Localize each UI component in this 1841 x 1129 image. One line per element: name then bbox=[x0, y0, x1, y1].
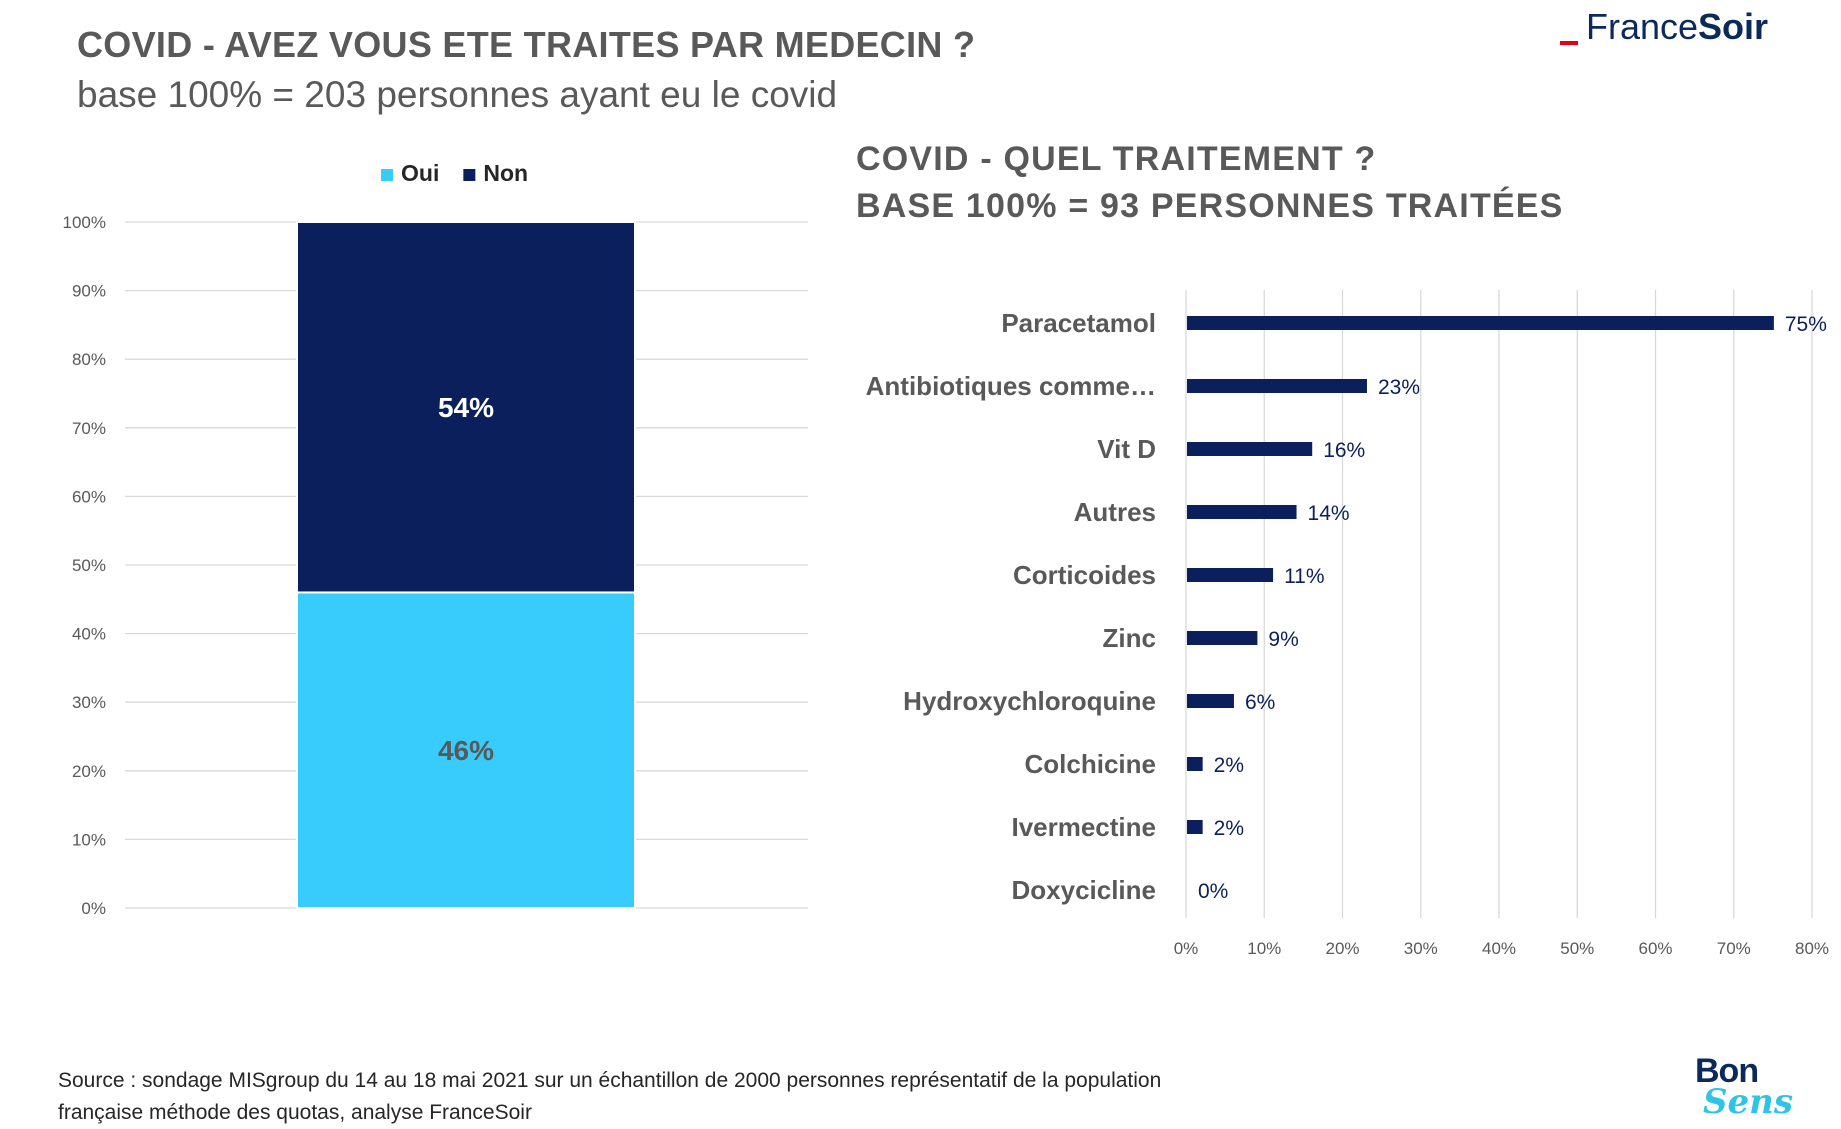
bonsens-sens-text: Sens bbox=[1703, 1082, 1794, 1122]
bar bbox=[1187, 379, 1367, 393]
x-tick-label: 0% bbox=[1174, 939, 1199, 958]
bar-value-label: 16% bbox=[1323, 439, 1365, 462]
legend-label: Non bbox=[483, 160, 528, 186]
y-tick-label: 100% bbox=[63, 213, 106, 232]
x-tick-label: 80% bbox=[1795, 939, 1829, 958]
bar bbox=[1187, 568, 1274, 582]
source-note: Source : sondage MISgroup du 14 au 18 ma… bbox=[58, 1065, 1458, 1129]
bar-segment-oui bbox=[296, 591, 636, 909]
y-tick-label: 60% bbox=[72, 487, 106, 506]
bar-value-label: 11% bbox=[1284, 565, 1324, 588]
bar-value-label: 2% bbox=[1214, 754, 1244, 777]
page-subtitle: base 100% = 203 personnes ayant eu le co… bbox=[77, 74, 838, 115]
y-tick-label: 80% bbox=[72, 350, 106, 369]
francesoir-logo: FranceSoir bbox=[1560, 6, 1768, 48]
treatment-chart-title: COVID - QUEL TRAITEMENT ? bbox=[856, 140, 1377, 178]
bar-value-label: 75% bbox=[1785, 313, 1827, 336]
y-tick-label: 20% bbox=[72, 762, 106, 781]
bar-data-label: 46% bbox=[438, 735, 494, 766]
category-label: Hydroxychloroquine bbox=[903, 686, 1156, 716]
treatment-chart-subtitle: BASE 100% = 93 PERSONNES TRAITÉES bbox=[856, 187, 1564, 225]
x-tick-label: 50% bbox=[1560, 939, 1594, 958]
bar-segment-non bbox=[296, 221, 636, 594]
x-tick-label: 40% bbox=[1482, 939, 1516, 958]
legend-swatch-non bbox=[463, 169, 476, 181]
treatment-chart: 0% 10% 20% 30% 40% 50% 60% 70% 80% Paracetamol 75%… bbox=[866, 290, 1829, 958]
y-tick-label: 70% bbox=[72, 419, 106, 438]
category-label: Antibiotiques comme… bbox=[866, 371, 1156, 401]
logo-soir-text: Soir bbox=[1698, 6, 1769, 47]
bar-data-label: 54% bbox=[438, 392, 494, 423]
y-tick-label: 90% bbox=[72, 282, 106, 301]
y-tick-label: 0% bbox=[81, 899, 106, 918]
y-tick-label: 50% bbox=[72, 556, 106, 575]
y-tick-label: 30% bbox=[72, 693, 106, 712]
bar bbox=[1187, 820, 1203, 834]
category-label: Paracetamol bbox=[1001, 308, 1156, 338]
category-label: Doxycicline bbox=[1011, 875, 1156, 905]
bar bbox=[1187, 757, 1203, 771]
category-label: Vit D bbox=[1097, 434, 1156, 464]
category-label: Corticoides bbox=[1013, 560, 1156, 590]
bar bbox=[1187, 316, 1774, 330]
bar-value-label: 9% bbox=[1268, 628, 1298, 651]
y-tick-label: 40% bbox=[72, 625, 106, 644]
legend-swatch-oui bbox=[381, 169, 393, 181]
category-label: Zinc bbox=[1103, 623, 1156, 653]
bar-value-label: 2% bbox=[1214, 817, 1244, 840]
bar-value-label: 6% bbox=[1245, 691, 1275, 714]
legend-label: Oui bbox=[401, 160, 439, 186]
page-title: COVID - AVEZ VOUS ETE TRAITES PAR MEDECI… bbox=[77, 24, 976, 65]
x-tick-label: 20% bbox=[1325, 939, 1359, 958]
bonsens-logo: Bon Sens bbox=[1695, 1052, 1795, 1122]
x-tick-label: 60% bbox=[1638, 939, 1672, 958]
x-tick-label: 10% bbox=[1247, 939, 1281, 958]
x-tick-label: 30% bbox=[1404, 939, 1438, 958]
bar-value-label: 0% bbox=[1198, 880, 1228, 903]
category-label: Colchicine bbox=[1025, 749, 1156, 779]
category-label: Autres bbox=[1074, 497, 1156, 527]
source-line-2: française méthode des quotas, analyse Fr… bbox=[58, 1101, 532, 1124]
bar bbox=[1187, 631, 1258, 645]
source-line-1: Source : sondage MISgroup du 14 au 18 ma… bbox=[58, 1069, 1162, 1092]
x-tick-label: 70% bbox=[1717, 939, 1751, 958]
bar bbox=[1187, 442, 1313, 456]
bar bbox=[1187, 694, 1234, 708]
logo-france-text: France bbox=[1586, 6, 1699, 47]
treated-by-doctor-chart: 0% 10% 20% 30% 40% 50% 60% 70% 80% 90% 100% 46% 54% O… bbox=[63, 160, 808, 918]
bar bbox=[1187, 505, 1297, 519]
bar-value-label: 14% bbox=[1308, 502, 1350, 525]
y-tick-label: 10% bbox=[72, 830, 106, 849]
bar-value-label: 23% bbox=[1378, 376, 1420, 399]
category-label: Ivermectine bbox=[1011, 812, 1156, 842]
bonsens-bon-text: Bon bbox=[1695, 1052, 1759, 1090]
logo-dash-icon bbox=[1560, 41, 1578, 45]
